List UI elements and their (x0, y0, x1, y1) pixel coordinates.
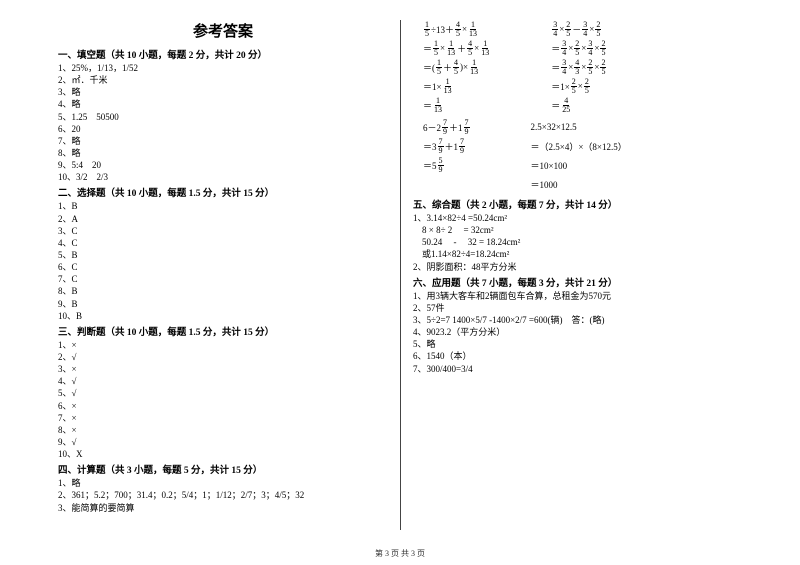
math-block-2: 6－2 79 ＋1 79 ＝3 79 ＋1 79 ＝5 59 2.5×32×12… (413, 118, 742, 193)
s3-3: 3、× (58, 363, 388, 375)
s5-5: 2、阴影面积：48平方分米 (413, 261, 742, 273)
mA-l2: ＝ 15 × 113 ＋ 45 × 113 (423, 39, 491, 57)
math-col-a: 15 ÷13＋ 45 × 113 ＝ 15 × 113 ＋ 45 × 113 (413, 20, 491, 114)
s6-4: 4、9023.2（平方分米） (413, 326, 742, 338)
s1-4: 4、略 (58, 98, 388, 110)
s5-1: 1、3.14×82÷4 =50.24cm² (413, 212, 742, 224)
page-container: 参考答案 一、填空题（共 10 小题，每题 2 分，共计 20 分） 1、25%… (50, 20, 750, 530)
sec3-head: 三、判断题（共 10 小题，每题 1.5 分，共计 15 分） (58, 324, 388, 338)
sec5-head: 五、综合题（共 2 小题，每题 7 分，共计 14 分） (413, 197, 742, 211)
mC-l1: 6－2 79 ＋1 79 (423, 118, 471, 136)
math-block-1: 15 ÷13＋ 45 × 113 ＝ 15 × 113 ＋ 45 × 113 (413, 20, 742, 114)
s1-6: 6、20 (58, 123, 388, 135)
s3-10: 10、X (58, 448, 388, 460)
s6-1: 1、用3辆大客车和2辆面包车合算，总租金为570元 (413, 290, 742, 302)
s1-10: 10、3/2 2/3 (58, 171, 388, 183)
mD-l3: ＝10×100 (531, 156, 627, 174)
s4-1: 1、略 (58, 477, 388, 489)
s6-3: 3、5÷2=7 1400×5/7 -1400×2/7 =600(辆) 答：(略) (413, 314, 742, 326)
sec6-head: 六、应用题（共 7 小题，每题 3 分，共计 21 分） (413, 275, 742, 289)
math-col-d: 2.5×32×12.5 ＝（2.5×4）×（8×12.5） ＝10×100 ＝1… (531, 118, 627, 193)
s3-8: 8、× (58, 424, 388, 436)
s1-7: 7、略 (58, 135, 388, 147)
s1-8: 8、略 (58, 147, 388, 159)
s6-6: 6、1540（本） (413, 350, 742, 362)
s3-6: 6、× (58, 400, 388, 412)
s3-5: 5、√ (58, 387, 388, 399)
mB-l4: ＝1× 25 × 25 (551, 77, 607, 95)
s6-7: 7、300/400=3/4 (413, 363, 742, 375)
s1-2: 2、㎡．千米 (58, 74, 388, 86)
s2-2: 2、A (58, 213, 388, 225)
s5-4: 或1.14×82÷4=18.24cm² (413, 248, 742, 260)
sec4-head: 四、计算题（共 3 小题，每题 5 分，共计 15 分） (58, 462, 388, 476)
mA-l5: ＝ 113 (423, 96, 491, 114)
s6-2: 2、57件 (413, 302, 742, 314)
s2-8: 8、B (58, 285, 388, 297)
s4-2: 2、361；5.2；700；31.4；0.2；5/4；1；1/12；2/7；3；… (58, 489, 388, 501)
mA-l4: ＝1× 113 (423, 77, 491, 95)
s3-4: 4、√ (58, 375, 388, 387)
mB-l3: ＝ 34 × 43 × 25 × 25 (551, 58, 607, 76)
s1-1: 1、25%，1/13，1/52 (58, 62, 388, 74)
s3-9: 9、√ (58, 436, 388, 448)
page-title: 参考答案 (58, 20, 388, 41)
s6-5: 5、略 (413, 338, 742, 350)
right-column: 15 ÷13＋ 45 × 113 ＝ 15 × 113 ＋ 45 × 113 (400, 20, 750, 530)
s2-4: 4、C (58, 237, 388, 249)
s4-3: 3、能简算的要简算 (58, 502, 388, 514)
mD-l2: ＝（2.5×4）×（8×12.5） (531, 137, 627, 155)
s3-1: 1、× (58, 339, 388, 351)
mA-l3: ＝( 15 ＋ 45 )× 113 (423, 58, 491, 76)
s1-3: 3、略 (58, 86, 388, 98)
mC-l2: ＝3 79 ＋1 79 (423, 137, 471, 155)
mA-l1: 15 ÷13＋ 45 × 113 (423, 20, 491, 38)
mB-l2: ＝ 34 × 25 × 34 × 25 (551, 39, 607, 57)
mC-l3: ＝5 59 (423, 156, 471, 174)
s3-2: 2、√ (58, 351, 388, 363)
s5-3: 50.24 - 32 = 18.24cm² (413, 236, 742, 248)
s2-9: 9、B (58, 298, 388, 310)
s1-5: 5、1.25 50500 (58, 111, 388, 123)
s2-10: 10、B (58, 310, 388, 322)
math-col-c: 6－2 79 ＋1 79 ＝3 79 ＋1 79 ＝5 59 (413, 118, 471, 193)
math-col-b: 34 × 25 － 34 × 25 ＝ 34 × 25 × 34 × 25 (551, 20, 607, 114)
s2-1: 1、B (58, 200, 388, 212)
left-column: 参考答案 一、填空题（共 10 小题，每题 2 分，共计 20 分） 1、25%… (50, 20, 400, 530)
s1-9: 9、5:4 20 (58, 159, 388, 171)
mD-l1: 2.5×32×12.5 (531, 118, 627, 136)
sec1-head: 一、填空题（共 10 小题，每题 2 分，共计 20 分） (58, 47, 388, 61)
s3-7: 7、× (58, 412, 388, 424)
s2-5: 5、B (58, 249, 388, 261)
s2-3: 3、C (58, 225, 388, 237)
mD-l4: ＝1000 (531, 175, 627, 193)
s2-7: 7、C (58, 273, 388, 285)
mB-l5: ＝ 425 (551, 96, 607, 114)
s2-6: 6、C (58, 261, 388, 273)
mB-l1: 34 × 25 － 34 × 25 (551, 20, 607, 38)
s5-2: 8 × 8÷ 2 = 32cm² (413, 224, 742, 236)
page-footer: 第 3 页 共 3 页 (0, 548, 800, 559)
sec2-head: 二、选择题（共 10 小题，每题 1.5 分，共计 15 分） (58, 185, 388, 199)
